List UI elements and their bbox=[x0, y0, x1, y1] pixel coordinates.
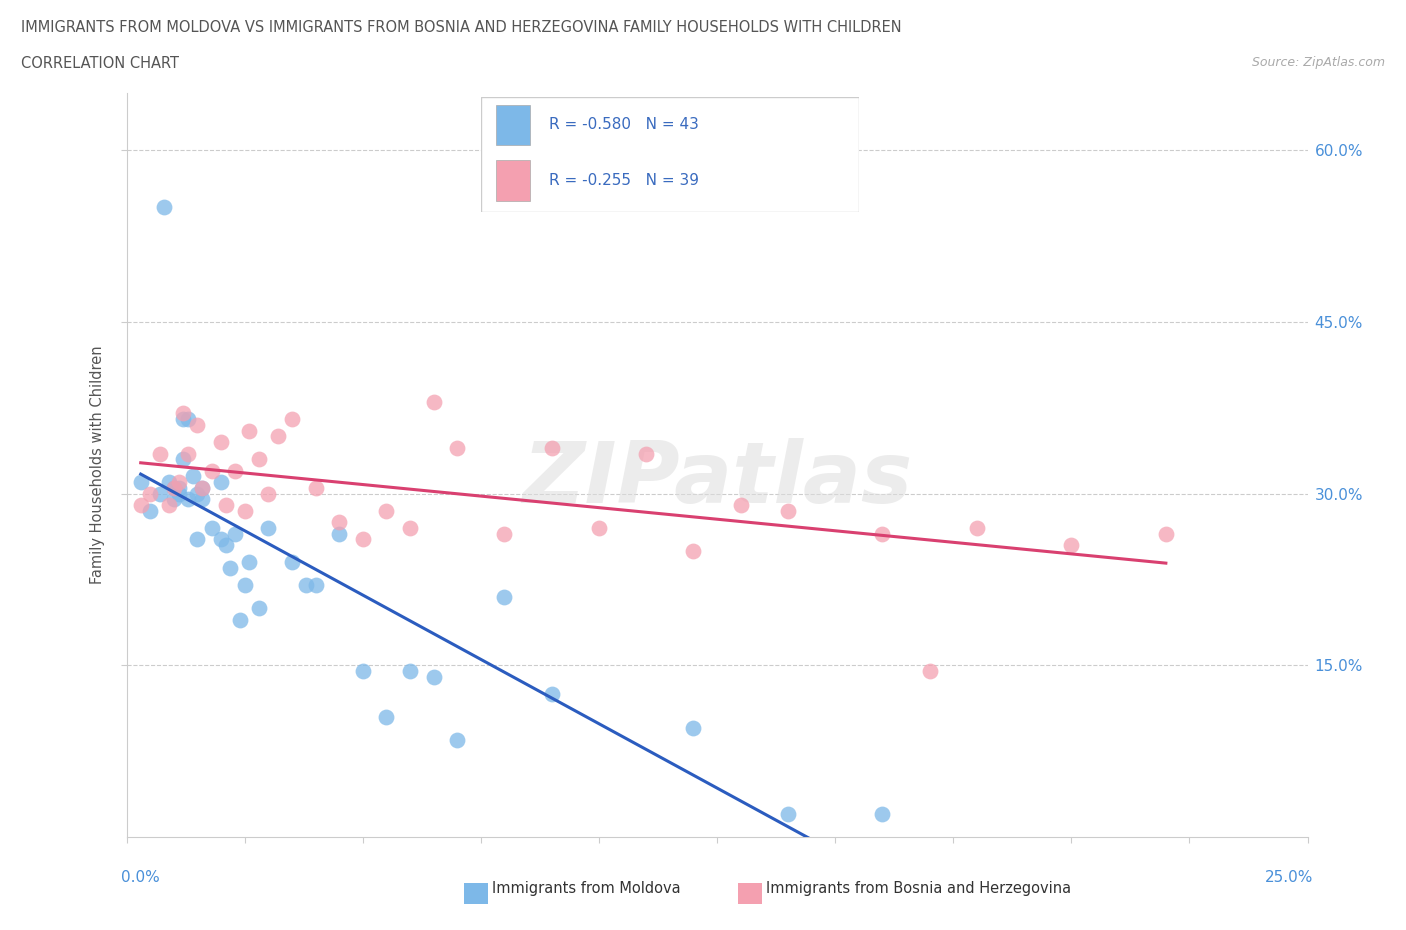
Text: Immigrants from Moldova: Immigrants from Moldova bbox=[492, 881, 681, 896]
Point bbox=[328, 515, 350, 530]
Point bbox=[177, 412, 200, 427]
Point bbox=[224, 526, 246, 541]
Point bbox=[304, 578, 326, 592]
Point bbox=[247, 452, 270, 467]
Point bbox=[257, 486, 280, 501]
Point bbox=[267, 429, 290, 444]
Point bbox=[872, 806, 894, 821]
Point bbox=[139, 486, 162, 501]
Y-axis label: Family Households with Children: Family Households with Children bbox=[90, 346, 105, 584]
Point bbox=[238, 423, 260, 438]
Text: CORRELATION CHART: CORRELATION CHART bbox=[21, 56, 179, 71]
Point bbox=[494, 526, 516, 541]
Point bbox=[157, 498, 180, 512]
Point bbox=[446, 441, 468, 456]
Point bbox=[1060, 538, 1083, 552]
Point bbox=[233, 503, 256, 518]
Text: ZIPatlas: ZIPatlas bbox=[522, 438, 912, 522]
Point bbox=[375, 710, 398, 724]
Point bbox=[918, 664, 941, 679]
Text: Immigrants from Bosnia and Herzegovina: Immigrants from Bosnia and Herzegovina bbox=[766, 881, 1071, 896]
Point bbox=[209, 532, 232, 547]
Point bbox=[153, 200, 176, 215]
Point bbox=[1154, 526, 1177, 541]
Point bbox=[399, 521, 422, 536]
Point bbox=[219, 561, 242, 576]
Point bbox=[163, 492, 186, 507]
Point bbox=[200, 521, 222, 536]
Point bbox=[200, 463, 222, 478]
Point bbox=[191, 481, 214, 496]
Point bbox=[238, 555, 260, 570]
Point bbox=[247, 601, 270, 616]
Point bbox=[281, 555, 304, 570]
Point bbox=[966, 521, 988, 536]
Point bbox=[149, 486, 172, 501]
Point bbox=[257, 521, 280, 536]
Point bbox=[215, 538, 238, 552]
Point bbox=[209, 474, 232, 489]
Point bbox=[375, 503, 398, 518]
Point bbox=[295, 578, 318, 592]
Point bbox=[776, 503, 799, 518]
Point bbox=[281, 412, 304, 427]
Point bbox=[163, 481, 186, 496]
Point bbox=[172, 412, 194, 427]
Text: Source: ZipAtlas.com: Source: ZipAtlas.com bbox=[1251, 56, 1385, 69]
Point bbox=[540, 441, 562, 456]
Point bbox=[215, 498, 238, 512]
Point bbox=[167, 486, 190, 501]
Text: 0.0%: 0.0% bbox=[121, 870, 159, 885]
Point bbox=[399, 664, 422, 679]
Point bbox=[446, 732, 468, 747]
Point bbox=[191, 492, 214, 507]
Point bbox=[352, 532, 374, 547]
Point bbox=[872, 526, 894, 541]
Point bbox=[776, 806, 799, 821]
Point bbox=[163, 481, 186, 496]
Point bbox=[157, 474, 180, 489]
Point bbox=[186, 532, 208, 547]
Point bbox=[224, 463, 246, 478]
Point bbox=[540, 686, 562, 701]
Point bbox=[422, 670, 444, 684]
Point bbox=[422, 394, 444, 409]
Point bbox=[172, 406, 194, 421]
Point bbox=[129, 474, 152, 489]
Point bbox=[167, 481, 190, 496]
Point bbox=[209, 434, 232, 449]
Point bbox=[149, 446, 172, 461]
Point bbox=[139, 503, 162, 518]
Point bbox=[186, 486, 208, 501]
Point bbox=[730, 498, 752, 512]
Point bbox=[233, 578, 256, 592]
Point bbox=[181, 469, 204, 484]
Point bbox=[177, 446, 200, 461]
Text: 25.0%: 25.0% bbox=[1265, 870, 1313, 885]
Point bbox=[129, 498, 152, 512]
Point bbox=[328, 526, 350, 541]
Point bbox=[588, 521, 610, 536]
Point bbox=[229, 612, 252, 627]
Point bbox=[186, 418, 208, 432]
Point bbox=[191, 481, 214, 496]
Point bbox=[177, 492, 200, 507]
Point bbox=[167, 474, 190, 489]
Point bbox=[682, 543, 704, 558]
Point bbox=[682, 721, 704, 736]
Point bbox=[636, 446, 658, 461]
Text: IMMIGRANTS FROM MOLDOVA VS IMMIGRANTS FROM BOSNIA AND HERZEGOVINA FAMILY HOUSEHO: IMMIGRANTS FROM MOLDOVA VS IMMIGRANTS FR… bbox=[21, 20, 901, 35]
Point bbox=[494, 590, 516, 604]
Point bbox=[172, 452, 194, 467]
Point bbox=[304, 481, 326, 496]
Point bbox=[352, 664, 374, 679]
